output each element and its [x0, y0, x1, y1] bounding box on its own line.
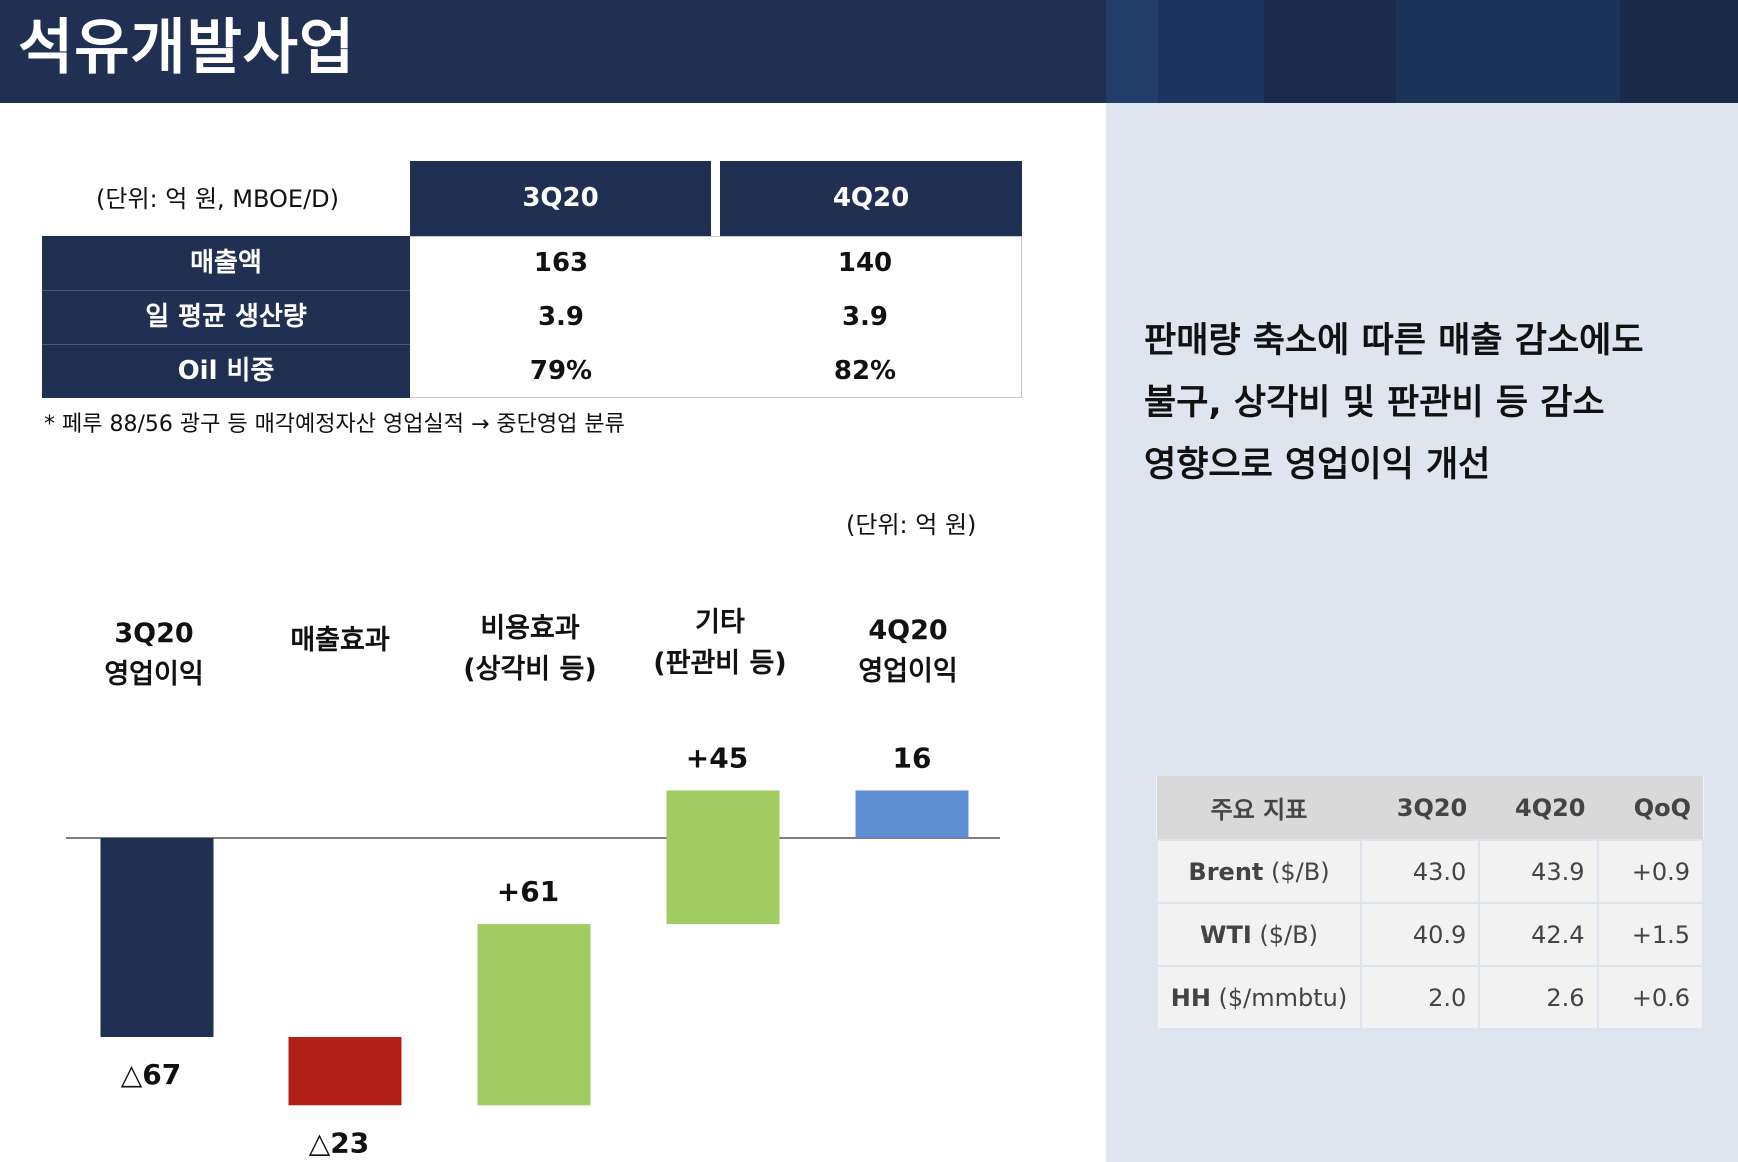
headline: 판매량 축소에 따른 매출 감소에도 불구, 상각비 및 판관비 등 감소 영향…: [1144, 310, 1704, 496]
summary-footnote: * 페루 88/56 광구 등 매각예정자산 영업실적 → 중단영업 분류: [44, 412, 625, 437]
waterfall-bar: [855, 790, 969, 838]
indicator-value-qoq: +0.9: [1596, 839, 1704, 904]
summary-row-label-production: 일 평균 생산량: [42, 290, 410, 344]
headline-line: 영향으로 영업이익 개선: [1144, 445, 1491, 485]
waterfall-bar: [477, 924, 591, 1106]
waterfall-bar: [100, 838, 214, 1037]
chart-unit-label: (단위: 억 원): [846, 511, 977, 539]
page-title: 석유개발사업: [18, 13, 356, 83]
summary-row-label-revenue: 매출액: [42, 236, 410, 290]
summary-value-revenue-3q20: 163: [533, 248, 589, 278]
indicator-unit: ($/B): [1251, 920, 1318, 949]
waterfall-data-label: +61: [497, 875, 559, 908]
waterfall-chart: △67 △23 +61 +45 16: [66, 741, 1000, 1159]
indicator-name: WTI: [1200, 920, 1252, 949]
indicator-row: HH ($/mmbtu) 2.0 2.6 +0.6: [1156, 965, 1704, 1030]
waterfall-data-label: 16: [893, 741, 932, 774]
summary-value-oil-share-4q20: 82%: [833, 356, 897, 386]
indicator-table: 주요 지표 3Q20 4Q20 QoQ Brent ($/B) 43.0 43.…: [1156, 776, 1704, 1030]
indicator-name-cell: HH ($/mmbtu): [1156, 965, 1362, 1030]
summary-row-label-oil-share: Oil 비중: [42, 344, 410, 398]
indicator-value-qoq: +1.5: [1596, 902, 1704, 967]
chart-category-label-4q20-op-income: 4Q20 영업이익: [858, 615, 958, 687]
indicator-unit: ($/B): [1263, 857, 1330, 886]
waterfall-bar: [288, 1036, 402, 1106]
indicator-name: HH: [1170, 983, 1211, 1012]
indicator-header-qoq: QoQ: [1597, 776, 1703, 840]
indicator-header-name: 주요 지표: [1157, 776, 1361, 840]
indicator-value-4q20: 42.4: [1478, 902, 1599, 967]
indicator-value-4q20: 2.6: [1478, 965, 1599, 1030]
summary-value-production-4q20: 3.9: [841, 302, 889, 332]
waterfall-data-label: △67: [121, 1058, 182, 1091]
waterfall-data-label: +45: [686, 741, 748, 774]
headline-line: 불구, 상각비 및 판관비 등 감소: [1144, 383, 1605, 423]
chart-category-label-cost-effect: 비용효과 (상각비 등): [463, 613, 597, 685]
indicator-value-qoq: +0.6: [1596, 965, 1704, 1030]
summary-value-production-3q20: 3.9: [537, 302, 585, 332]
summary-unit-label: (단위: 억 원, MBOE/D): [96, 185, 340, 213]
indicator-header-3q20: 3Q20: [1361, 776, 1480, 840]
headline-line: 판매량 축소에 따른 매출 감소에도: [1144, 321, 1644, 361]
indicator-value-3q20: 2.0: [1359, 965, 1481, 1030]
indicator-value-3q20: 43.0: [1359, 839, 1481, 904]
waterfall-bar: [666, 790, 780, 925]
waterfall-data-label: △23: [309, 1126, 370, 1159]
summary-header-3q20: 3Q20: [410, 161, 711, 236]
indicator-name: Brent: [1188, 857, 1264, 886]
chart-category-label-3q20-op-income: 3Q20 영업이익: [104, 618, 204, 690]
summary-value-oil-share-3q20: 79%: [529, 356, 593, 386]
indicator-row: Brent ($/B) 43.0 43.9 +0.9: [1156, 839, 1704, 904]
indicator-value-4q20: 43.9: [1478, 839, 1599, 904]
indicator-row: WTI ($/B) 40.9 42.4 +1.5: [1156, 902, 1704, 967]
chart-category-label-revenue-effect: 매출효과: [290, 625, 390, 656]
indicator-value-3q20: 40.9: [1359, 902, 1481, 967]
page-header: 석유개발사업: [0, 0, 1738, 103]
summary-value-revenue-4q20: 140: [837, 248, 893, 278]
indicator-name-cell: WTI ($/B): [1156, 902, 1362, 967]
indicator-unit: ($/mmbtu): [1210, 983, 1348, 1012]
chart-category-label-other: 기타 (판관비 등): [653, 607, 787, 679]
summary-header-4q20: 4Q20: [720, 161, 1022, 236]
indicator-name-cell: Brent ($/B): [1156, 839, 1362, 904]
summary-values-box: [410, 236, 1022, 398]
indicator-header-row: 주요 지표 3Q20 4Q20 QoQ: [1157, 776, 1703, 840]
indicator-header-4q20: 4Q20: [1479, 776, 1598, 840]
